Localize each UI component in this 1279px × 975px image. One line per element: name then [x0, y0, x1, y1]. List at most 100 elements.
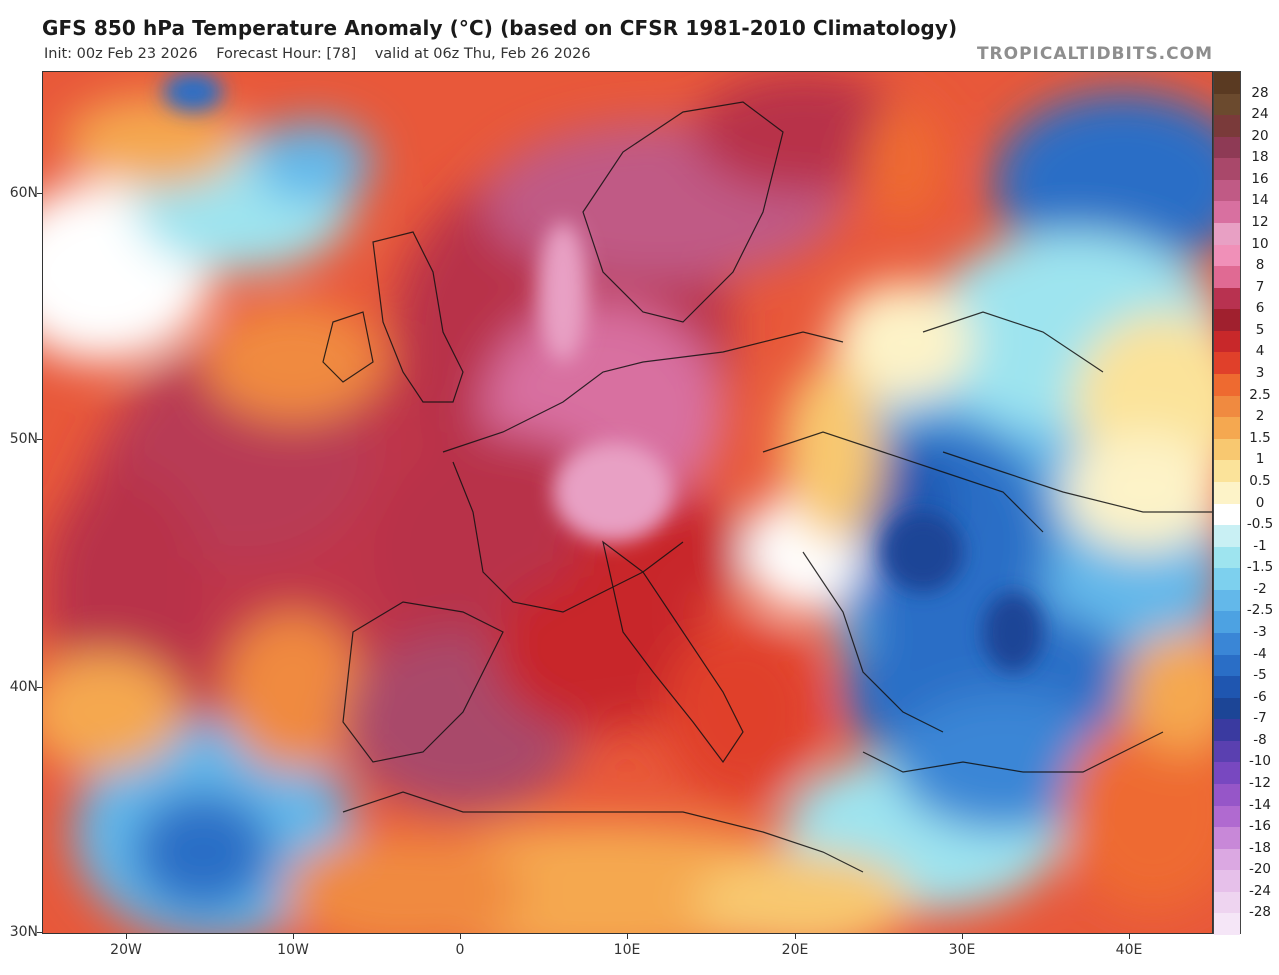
colorbar-segment — [1214, 136, 1240, 159]
colorbar-label: 8 — [1255, 257, 1265, 274]
colorbar-label: 7 — [1255, 278, 1265, 295]
colorbar-label: -7 — [1253, 710, 1267, 727]
colorbar-segment — [1214, 654, 1240, 677]
colorbar-label: -28 — [1248, 904, 1272, 921]
anomaly-map — [42, 71, 1213, 934]
lat-label-30n: 30N — [9, 924, 38, 940]
colorbar-label: -2.5 — [1246, 602, 1274, 619]
colorbar-label: 16 — [1251, 170, 1269, 187]
colorbar-segment — [1214, 201, 1240, 224]
colorbar-segment — [1214, 870, 1240, 893]
forecast-hour: Forecast Hour: [78] — [216, 46, 357, 62]
colorbar-segment — [1214, 352, 1240, 375]
colorbar-segment — [1214, 93, 1240, 116]
colorbar-label: -12 — [1248, 774, 1272, 791]
lon-tick — [1129, 934, 1130, 939]
colorbar-segment — [1214, 589, 1240, 612]
lon-tick — [293, 934, 294, 939]
colorbar-segment — [1214, 158, 1240, 181]
lon-label-20w: 20W — [110, 942, 142, 958]
colorbar-label: 0 — [1255, 494, 1265, 511]
colorbar — [1213, 71, 1241, 936]
colorbar-segment — [1214, 374, 1240, 397]
colorbar-label: -16 — [1248, 818, 1272, 835]
colorbar-segment — [1214, 287, 1240, 310]
colorbar-segment — [1214, 438, 1240, 461]
colorbar-segment — [1214, 503, 1240, 526]
colorbar-segment — [1214, 740, 1240, 763]
colorbar-label: -3 — [1253, 623, 1267, 640]
colorbar-label: -6 — [1253, 688, 1267, 705]
colorbar-segment — [1214, 546, 1240, 569]
lat-tick — [37, 687, 42, 688]
lon-tick — [962, 934, 963, 939]
colorbar-segment — [1214, 848, 1240, 871]
brand-watermark[interactable]: TROPICALTIDBITS.COM — [976, 44, 1213, 64]
lat-label-60n: 60N — [9, 185, 38, 201]
colorbar-label: 2.5 — [1249, 386, 1271, 403]
colorbar-label: 1.5 — [1249, 429, 1271, 446]
colorbar-label: 3 — [1255, 365, 1265, 382]
colorbar-segment — [1214, 223, 1240, 246]
lon-label-20e: 20E — [781, 942, 809, 958]
lat-label-50n: 50N — [9, 431, 38, 447]
colorbar-label: -24 — [1248, 882, 1272, 899]
lon-label-30e: 30E — [948, 942, 976, 958]
colorbar-label: 14 — [1251, 192, 1269, 209]
colorbar-segment — [1214, 805, 1240, 828]
colorbar-segment — [1214, 115, 1240, 138]
lat-tick — [37, 439, 42, 440]
colorbar-label: -2 — [1253, 580, 1267, 597]
colorbar-label: 28 — [1251, 84, 1269, 101]
lat-tick — [37, 932, 42, 933]
lon-tick — [126, 934, 127, 939]
colorbar-segment — [1214, 568, 1240, 591]
colorbar-label: -5 — [1253, 667, 1267, 684]
colorbar-label: 20 — [1251, 127, 1269, 144]
lat-tick — [37, 193, 42, 194]
colorbar-label: -4 — [1253, 645, 1267, 662]
lon-label-10e: 10E — [613, 942, 641, 958]
colorbar-label: 4 — [1255, 343, 1265, 360]
colorbar-label: -18 — [1248, 839, 1272, 856]
colorbar-segment — [1214, 179, 1240, 202]
colorbar-label: -14 — [1248, 796, 1272, 813]
lon-tick — [627, 934, 628, 939]
colorbar-label: 0.5 — [1249, 472, 1271, 489]
colorbar-segment — [1214, 762, 1240, 785]
lon-label-0: 0 — [455, 942, 465, 958]
lon-tick — [460, 934, 461, 939]
colorbar-segment — [1214, 525, 1240, 548]
colorbar-segment — [1214, 719, 1240, 742]
colorbar-label: -1 — [1253, 537, 1267, 554]
colorbar-segment — [1214, 611, 1240, 634]
colorbar-segment — [1214, 632, 1240, 655]
lon-label-10w: 10W — [277, 942, 309, 958]
colorbar-label: -0.5 — [1246, 516, 1274, 533]
colorbar-label: 5 — [1255, 321, 1265, 338]
map-subtitle: Init: 00z Feb 23 2026 Forecast Hour: [78… — [44, 46, 605, 62]
valid-time: valid at 06z Thu, Feb 26 2026 — [374, 46, 591, 62]
colorbar-label: 12 — [1251, 214, 1269, 231]
colorbar-segment — [1214, 827, 1240, 850]
colorbar-segment — [1214, 244, 1240, 267]
colorbar-label: 18 — [1251, 149, 1269, 166]
lat-label-40n: 40N — [9, 679, 38, 695]
colorbar-segment — [1214, 395, 1240, 418]
colorbar-segment — [1214, 481, 1240, 504]
colorbar-label: -1.5 — [1246, 559, 1274, 576]
colorbar-label: -8 — [1253, 731, 1267, 748]
colorbar-label: 24 — [1251, 106, 1269, 123]
lon-tick — [795, 934, 796, 939]
colorbar-segment — [1214, 266, 1240, 289]
colorbar-label: 1 — [1255, 451, 1265, 468]
init-time: Init: 00z Feb 23 2026 — [44, 46, 198, 62]
colorbar-segment — [1214, 697, 1240, 720]
colorbar-label: -10 — [1248, 753, 1272, 770]
colorbar-segment — [1214, 309, 1240, 332]
colorbar-segment — [1214, 913, 1240, 936]
colorbar-label: 10 — [1251, 235, 1269, 252]
colorbar-segment — [1214, 72, 1240, 94]
colorbar-segment — [1214, 891, 1240, 914]
colorbar-label: 2 — [1255, 408, 1265, 425]
